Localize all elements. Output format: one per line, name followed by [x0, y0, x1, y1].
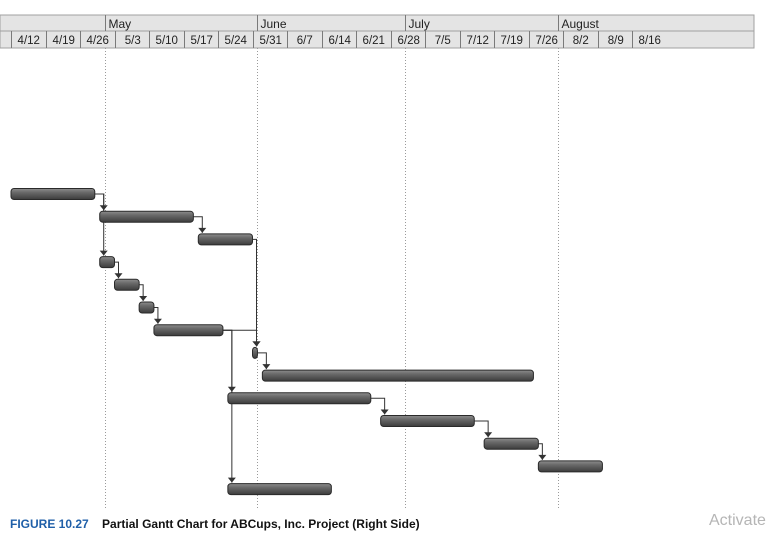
week-label: 6/14 [329, 35, 352, 47]
caption-text: Partial Gantt Chart for ABCups, Inc. Pro… [102, 517, 420, 531]
week-label: 6/7 [297, 35, 313, 47]
dependency-line [222, 329, 233, 392]
week-label: 4/12 [18, 35, 40, 47]
week-label: 4/19 [53, 35, 75, 47]
task-bar [227, 483, 332, 496]
dependency-line [222, 329, 233, 483]
figure-label: FIGURE 10.27 [10, 517, 89, 531]
task-bar [252, 346, 258, 359]
dependency-line [139, 284, 144, 301]
dependency-links [94, 193, 547, 483]
month-label: July [409, 17, 430, 31]
timescale-header: May June July August 4/12 4/19 4/26 5/3 5/10 5/17… [0, 14, 755, 49]
task-bars [10, 188, 603, 496]
month-label: June [261, 17, 287, 31]
dependency-arrow [153, 318, 162, 324]
task-bar [114, 278, 140, 291]
week-label: 7/5 [435, 35, 451, 47]
task-bar [261, 369, 534, 382]
week-label: 7/26 [536, 35, 558, 47]
dependency-line [257, 352, 267, 370]
dependency-line [94, 193, 105, 256]
week-label: 7/12 [467, 35, 489, 47]
task-bar [153, 324, 224, 337]
week-label: 6/28 [398, 35, 420, 47]
task-bar [380, 415, 475, 427]
figure-caption: FIGURE 10.27 Partial Gantt Chart for ABC… [10, 517, 420, 531]
week-label: 5/3 [125, 35, 141, 47]
month-label: May [109, 17, 132, 31]
task-bar [483, 437, 539, 450]
task-bar [99, 210, 194, 223]
dependency-arrow [227, 477, 236, 483]
week-label: 4/26 [87, 35, 109, 47]
task-bar [138, 301, 155, 314]
dependency-arrow [114, 273, 123, 279]
week-label: 5/17 [191, 35, 213, 47]
dependency-arrow [262, 364, 271, 370]
month-label: August [562, 17, 600, 31]
task-bar [99, 256, 116, 269]
week-label: 8/2 [573, 35, 589, 47]
week-label: 5/24 [225, 35, 248, 47]
week-row [0, 30, 755, 49]
task-bar [197, 233, 254, 246]
task-bar [10, 188, 96, 200]
dependency-line [114, 261, 119, 279]
dependency-line [222, 329, 257, 347]
week-label: 8/9 [608, 35, 624, 47]
dependency-line [370, 397, 386, 415]
dependency-arrow [139, 296, 148, 301]
week-label: 5/10 [156, 35, 178, 47]
activate-watermark: Activate [709, 512, 766, 529]
dependency-arrow [99, 250, 108, 256]
task-bar [537, 460, 603, 473]
dependency-arrow [198, 227, 207, 233]
gantt-chart: May June July August 4/12 4/19 4/26 5/3 5/10 5/17… [0, 14, 755, 508]
week-label: 5/31 [260, 35, 282, 47]
dependency-line [153, 307, 159, 324]
week-label: 6/21 [363, 35, 385, 47]
dependency-arrow [380, 409, 389, 415]
dependency-line [193, 216, 203, 233]
week-label: 7/19 [501, 35, 523, 47]
dependency-line [538, 443, 543, 460]
dependency-line [474, 420, 489, 438]
week-label: 8/16 [639, 35, 661, 47]
dependency-arrow [484, 432, 493, 438]
dependency-arrow [538, 454, 547, 460]
task-bar [227, 392, 372, 405]
dependency-line [252, 238, 257, 347]
dependency-arrow [252, 341, 261, 347]
